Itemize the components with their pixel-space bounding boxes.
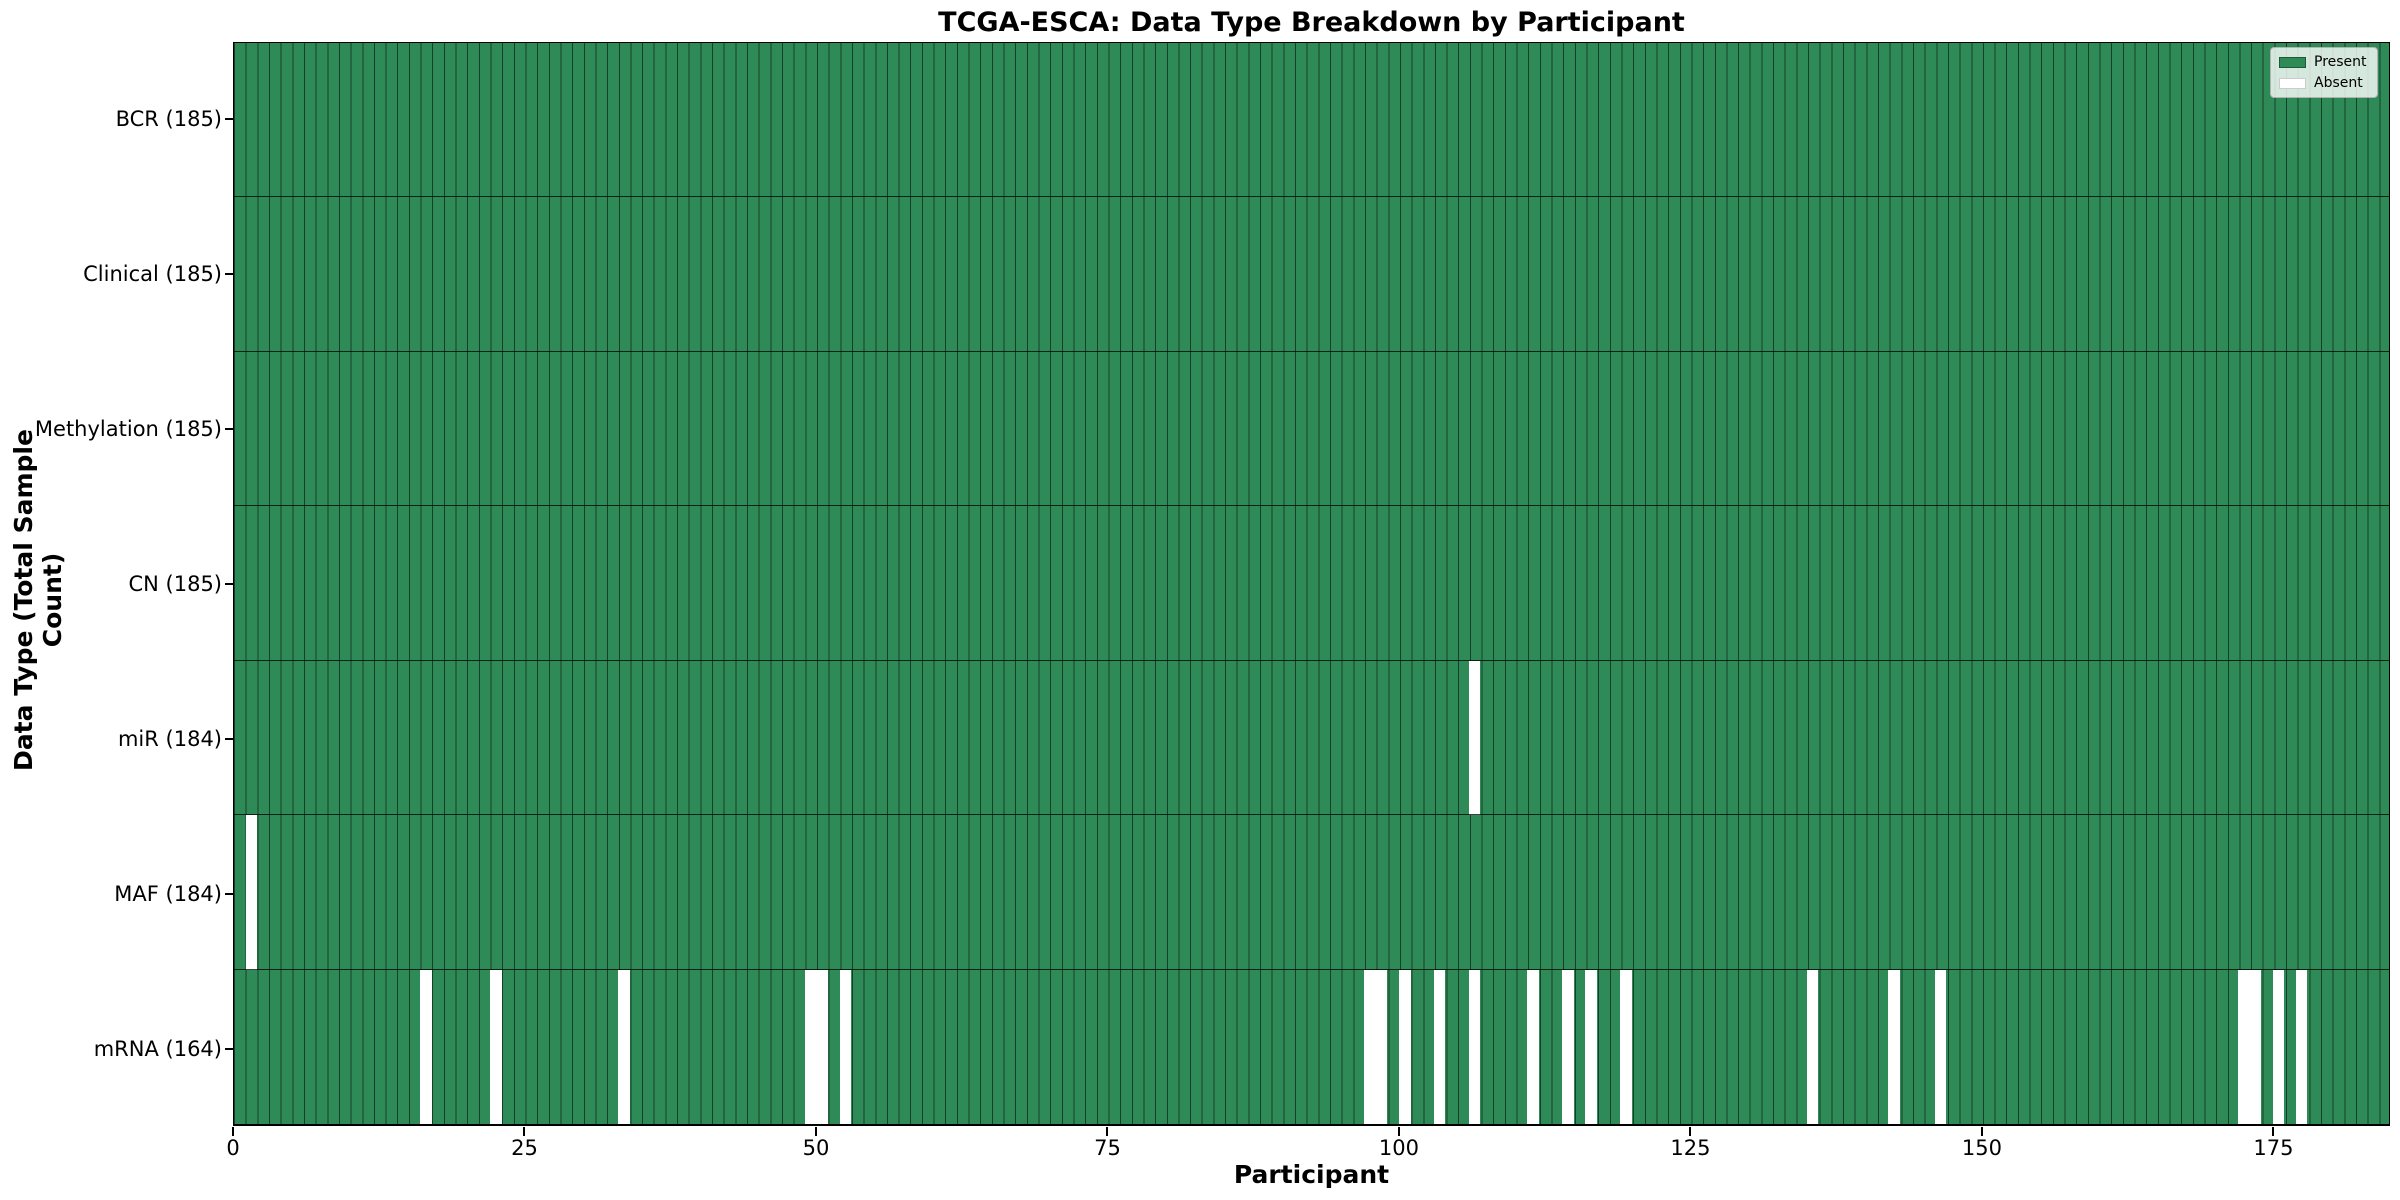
y-tick-label: miR (184) (117, 726, 222, 751)
x-tick-mark (1689, 1127, 1692, 1136)
x-tick-mark (2272, 1127, 2275, 1136)
absent-bar (1585, 969, 1597, 1124)
legend-entry: Present (2279, 54, 2369, 70)
absent-bar (2249, 969, 2261, 1124)
x-tick-mark (814, 1127, 817, 1136)
absent-bar (839, 969, 852, 1124)
absent-bar (1433, 969, 1446, 1124)
row-separator (234, 505, 2389, 507)
absent-bar (1468, 969, 1481, 1124)
x-tick-label: 50 (802, 1136, 830, 1160)
y-tick-mark (225, 273, 233, 276)
legend-label: Present (2314, 54, 2367, 70)
row-separator (234, 659, 2389, 661)
y-tick-label: CN (185) (128, 572, 222, 596)
absent-bar (1468, 660, 1481, 816)
x-tick-label: 75 (1094, 1136, 1121, 1160)
y-tick-mark (225, 118, 233, 121)
x-tick-label: 0 (226, 1136, 240, 1160)
absent-bar (2237, 969, 2250, 1124)
legend-label: Absent (2314, 75, 2363, 91)
absent-bar (420, 969, 433, 1124)
row-separator (234, 968, 2389, 970)
plot-area (233, 42, 2390, 1126)
y-tick-mark (225, 892, 233, 895)
x-axis-label: Participant (1233, 1160, 1390, 1189)
absent-bar (490, 969, 502, 1124)
absent-bar (1398, 969, 1411, 1124)
absent-bar (1375, 969, 1388, 1124)
y-tick-mark (225, 583, 233, 585)
y-tick-label: mRNA (164) (93, 1036, 222, 1061)
absent-bar (1363, 969, 1376, 1124)
absent-bar (2295, 969, 2308, 1124)
y-tick-mark (225, 428, 233, 431)
x-tick-label: 175 (2253, 1136, 2294, 1160)
x-tick-label: 25 (511, 1136, 538, 1160)
absent-bar (804, 969, 817, 1124)
x-tick-mark (1106, 1127, 1109, 1136)
legend-swatch-absent (2279, 77, 2306, 89)
x-tick-mark (523, 1127, 526, 1136)
absent-bar (1561, 969, 1574, 1124)
row-separator (234, 196, 2389, 198)
absent-bar (816, 969, 829, 1124)
y-tick-label: Clinical (185) (83, 262, 222, 287)
absent-bar (1527, 969, 1539, 1124)
x-tick-label: 150 (1961, 1136, 2002, 1160)
x-tick-label: 125 (1670, 1136, 1711, 1160)
y-tick-mark (225, 1047, 233, 1050)
legend-entry: Absent (2279, 75, 2369, 91)
x-tick-mark (1397, 1127, 1400, 1136)
legend: Present Absent (2270, 47, 2378, 98)
y-tick-label: Methylation (185) (34, 417, 222, 442)
absent-bar (2272, 969, 2285, 1124)
absent-bar (1934, 969, 1947, 1124)
x-tick-label: 100 (1378, 1136, 1419, 1160)
absent-bar (1620, 969, 1632, 1124)
x-tick-mark (1980, 1127, 1983, 1136)
x-tick-mark (232, 1127, 234, 1136)
y-tick-label: MAF (184) (114, 881, 222, 906)
absent-bar (245, 815, 258, 970)
chart-title: TCGA-ESCA: Data Type Breakdown by Partic… (938, 7, 1685, 38)
legend-swatch-present (2279, 56, 2306, 68)
absent-bar (1806, 969, 1819, 1124)
absent-bar (1888, 969, 1900, 1124)
absent-bar (618, 969, 631, 1124)
row-separator (234, 350, 2389, 352)
y-tick-mark (225, 737, 233, 740)
y-tick-label: BCR (185) (115, 107, 222, 132)
row-separator (234, 814, 2389, 816)
